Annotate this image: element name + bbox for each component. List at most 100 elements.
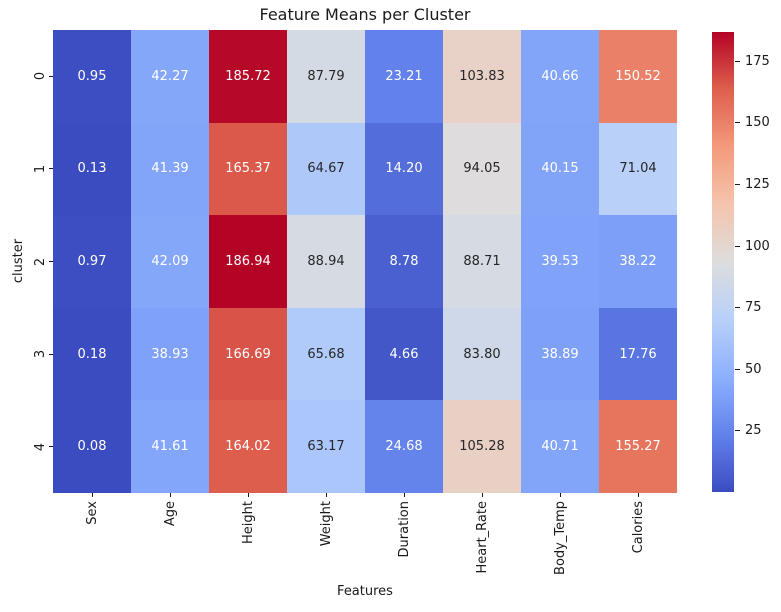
cell-annotation: 14.20 — [385, 161, 423, 177]
heatmap-cell: 38.93 — [131, 307, 209, 401]
cell-annotation: 42.09 — [151, 253, 189, 269]
cell-annotation: 164.02 — [225, 439, 271, 455]
cell-annotation: 0.97 — [77, 253, 107, 269]
cell-annotation: 88.71 — [463, 253, 501, 269]
heatmap-cell: 39.53 — [521, 215, 599, 308]
heatmap-cell: 186.94 — [209, 215, 287, 308]
heatmap-cell: 63.17 — [287, 400, 365, 493]
heatmap-cell: 0.18 — [53, 307, 131, 401]
colorbar — [712, 32, 734, 492]
cell-annotation: 0.18 — [77, 346, 107, 362]
cell-annotation: 165.37 — [225, 161, 271, 177]
y-tick-label: 2 — [33, 257, 48, 266]
cell-annotation: 40.71 — [541, 439, 579, 455]
heatmap-cell: 150.52 — [599, 30, 677, 123]
cell-annotation: 87.79 — [307, 68, 345, 84]
x-tick-mark — [247, 493, 249, 497]
colorbar-tick-label: 100 — [745, 238, 770, 254]
colorbar-tick-mark — [735, 307, 740, 309]
cell-annotation: 39.53 — [541, 253, 579, 269]
cell-annotation: 63.17 — [307, 439, 345, 455]
x-tick-label: Sex — [84, 501, 100, 525]
x-tick-mark — [325, 493, 327, 497]
heatmap-cell: 8.78 — [365, 215, 443, 308]
heatmap-cell: 88.94 — [287, 215, 365, 308]
x-tick-label: Heart_Rate — [474, 501, 490, 574]
heatmap-cell: 41.61 — [131, 400, 209, 493]
x-tick-mark — [637, 493, 639, 497]
x-tick-label: Calories — [630, 501, 646, 554]
cell-annotation: 24.68 — [385, 439, 423, 455]
heatmap-cell: 87.79 — [287, 30, 365, 123]
heatmap-cell: 105.28 — [443, 400, 521, 493]
heatmap-cell: 23.21 — [365, 30, 443, 123]
cell-annotation: 42.27 — [151, 68, 189, 84]
heatmap-cell: 88.71 — [443, 215, 521, 308]
chart-title: Feature Means per Cluster — [259, 5, 471, 24]
y-tick-label: 0 — [33, 72, 48, 81]
heatmap-cell: 0.08 — [53, 400, 131, 493]
x-tick-label: Age — [162, 501, 178, 527]
cell-annotation: 64.67 — [307, 161, 345, 177]
heatmap-cell: 71.04 — [599, 122, 677, 216]
cell-annotation: 0.95 — [77, 68, 107, 84]
cell-annotation: 83.80 — [463, 346, 501, 362]
heatmap-cell: 185.72 — [209, 30, 287, 123]
cell-annotation: 0.13 — [77, 161, 107, 177]
cell-annotation: 40.66 — [541, 68, 579, 84]
cell-annotation: 71.04 — [619, 161, 657, 177]
heatmap-cell: 4.66 — [365, 307, 443, 401]
x-tick-mark — [403, 493, 405, 497]
heatmap-cell: 42.27 — [131, 30, 209, 123]
heatmap-cell: 41.39 — [131, 122, 209, 216]
heatmap-cell: 165.37 — [209, 122, 287, 216]
x-tick-mark — [91, 493, 93, 497]
heatmap-cell: 155.27 — [599, 400, 677, 493]
heatmap-cell: 166.69 — [209, 307, 287, 401]
heatmap-cell: 83.80 — [443, 307, 521, 401]
x-tick-mark — [559, 493, 561, 497]
cell-annotation: 150.52 — [615, 68, 661, 84]
cell-annotation: 103.83 — [459, 68, 505, 84]
heatmap-cell: 38.89 — [521, 307, 599, 401]
colorbar-tick-label: 175 — [745, 53, 770, 69]
x-tick-label: Body_Temp — [552, 501, 568, 575]
colorbar-tick-mark — [735, 183, 740, 185]
cell-annotation: 155.27 — [615, 439, 661, 455]
cell-annotation: 8.78 — [389, 253, 419, 269]
heatmap-cell: 103.83 — [443, 30, 521, 123]
y-tick-label: 3 — [33, 349, 48, 359]
y-tick-mark — [49, 446, 53, 448]
cell-annotation: 166.69 — [225, 346, 271, 362]
x-tick-label: Duration — [396, 501, 412, 558]
colorbar-tick-mark — [735, 122, 740, 124]
heatmap-cell: 14.20 — [365, 122, 443, 216]
cell-annotation: 38.22 — [619, 253, 657, 269]
colorbar-tick-mark — [735, 245, 740, 247]
cell-annotation: 38.89 — [541, 346, 579, 362]
colorbar-tick-label: 150 — [745, 115, 770, 131]
cell-annotation: 38.93 — [151, 346, 189, 362]
heatmap-cell: 40.71 — [521, 400, 599, 493]
y-tick-label: 1 — [33, 164, 48, 174]
y-tick-mark — [49, 261, 53, 262]
cell-annotation: 41.61 — [151, 439, 189, 455]
y-tick-mark — [49, 353, 53, 355]
y-tick-mark — [49, 168, 53, 170]
heatmap-cell: 0.13 — [53, 122, 131, 216]
cell-annotation: 0.08 — [77, 439, 107, 455]
heatmap-cell: 94.05 — [443, 122, 521, 216]
colorbar-tick-label: 25 — [745, 423, 762, 439]
heatmap-cell: 64.67 — [287, 122, 365, 216]
cell-annotation: 88.94 — [307, 253, 345, 269]
heatmap-cell: 40.15 — [521, 122, 599, 216]
heatmap-cell: 0.95 — [53, 30, 131, 123]
cell-annotation: 94.05 — [463, 161, 501, 177]
colorbar-tick-label: 125 — [745, 176, 770, 192]
x-tick-label: Weight — [318, 501, 334, 547]
colorbar-tick-mark — [735, 430, 740, 432]
x-tick-mark — [169, 493, 171, 497]
cell-annotation: 40.15 — [541, 161, 579, 177]
x-axis-label: Features — [337, 584, 393, 599]
